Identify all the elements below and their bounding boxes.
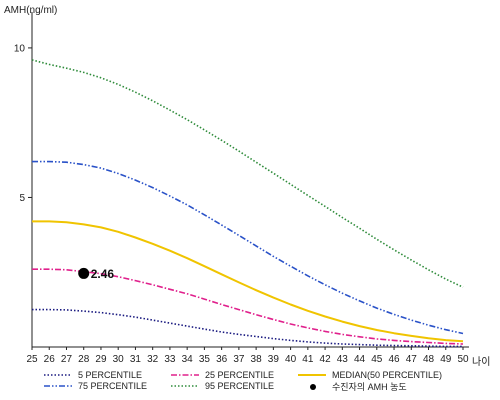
x-tick-label: 32 (147, 354, 159, 365)
x-tick-label: 34 (182, 354, 194, 365)
x-tick-label: 47 (406, 354, 418, 365)
x-tick-label: 38 (251, 354, 263, 365)
legend: 5 PERCENTILE 25 PERCENTILE MEDIAN(50 PERCE… (44, 370, 442, 392)
legend-label-5: 95 PERCENTILE (205, 381, 274, 391)
series-line-2 (32, 268, 464, 345)
x-tick-label: 40 (285, 354, 297, 365)
x-tick-label: 45 (371, 354, 383, 365)
plot-series (31, 59, 464, 348)
y-tick-label: 10 (14, 43, 26, 54)
patient-amh-point (78, 267, 90, 279)
plot-axes: AMH(ng/ml) 나이 5 10 25 26 27 28 29 30 31 32 33 34 35 36 3… (4, 5, 490, 368)
x-tick-label: 39 (268, 354, 280, 365)
legend-swatch-patient-point (310, 384, 316, 390)
y-axis-title: AMH(ng/ml) (4, 5, 57, 16)
x-axis-title: 나이 (472, 356, 490, 368)
legend-label-4: 75 PERCENTILE (78, 381, 147, 391)
x-tick-label: 43 (337, 354, 349, 365)
x-tick-label: 35 (199, 354, 211, 365)
series-line-5 (31, 59, 464, 288)
x-tick-label: 29 (95, 354, 107, 365)
x-tick-label: 37 (233, 354, 245, 365)
x-tick-label: 50 (457, 354, 469, 365)
legend-label-patient-point: 수진자의 AMH 농도 (332, 382, 407, 392)
x-tick-label: 44 (354, 354, 366, 365)
x-tick-label: 30 (113, 354, 125, 365)
x-tick-label: 42 (320, 354, 332, 365)
x-tick-label: 27 (61, 354, 73, 365)
x-tick-label: 26 (44, 354, 56, 365)
x-tick-label: 41 (302, 354, 314, 365)
legend-label-2: 25 PERCENTILE (205, 370, 274, 380)
x-tick-label: 25 (26, 354, 38, 365)
x-tick-label: 49 (440, 354, 452, 365)
x-tick-label: 28 (78, 354, 90, 365)
y-tick-label: 5 (19, 193, 25, 204)
x-tick-label: 33 (164, 354, 176, 365)
x-tick-label: 31 (130, 354, 142, 365)
patient-amh-value-label: 2.46 (91, 267, 115, 281)
legend-label-3: MEDIAN(50 PERCENTILE) (332, 370, 442, 380)
series-line-4 (32, 160, 464, 335)
series-line-1 (32, 308, 463, 348)
x-tick-label: 48 (423, 354, 435, 365)
series-line-3 (32, 220, 464, 343)
legend-label-1: 5 PERCENTILE (78, 370, 142, 380)
x-tick-label: 46 (388, 354, 400, 365)
x-tick-label: 36 (216, 354, 228, 365)
plot-point: 2.46 (78, 267, 114, 281)
